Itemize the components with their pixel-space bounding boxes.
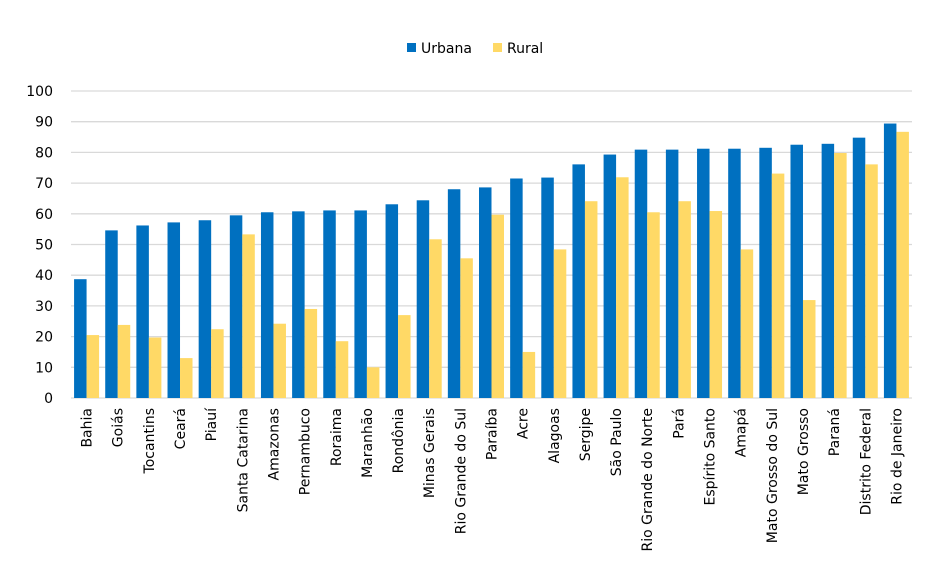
- x-tick-label: Amazonas: [266, 408, 282, 480]
- legend-label-urbana: Urbana: [421, 41, 472, 57]
- x-tick-label: Mato Grosso do Sul: [765, 408, 781, 543]
- x-tick-label: São Paulo: [609, 408, 625, 476]
- bar-urbana: [385, 204, 399, 398]
- bar-urbana: [759, 147, 772, 398]
- bar-urbana: [790, 144, 803, 398]
- bar-rural: [398, 315, 411, 398]
- bar-rural: [896, 131, 909, 398]
- x-tick-label: Tocantins: [142, 408, 158, 474]
- bar-rural: [553, 249, 567, 398]
- bar-rural: [740, 249, 754, 398]
- bar-urbana: [323, 210, 336, 398]
- bar-rural: [616, 177, 629, 398]
- bar-rural: [148, 337, 162, 398]
- bar-urbana: [167, 222, 181, 398]
- bar-rural: [865, 164, 878, 398]
- x-tick-label: Pernambuco: [298, 408, 314, 495]
- bar-rural: [335, 341, 349, 398]
- x-tick-label: Rio Grande do Sul: [453, 408, 469, 534]
- bar-rural: [273, 323, 286, 398]
- bar-urbana: [572, 164, 585, 398]
- bar-urbana: [447, 189, 461, 398]
- y-tick-label: 10: [35, 360, 53, 376]
- x-tick-label: Alagoas: [547, 408, 563, 463]
- bar-rural: [584, 201, 598, 398]
- bar-urbana: [634, 149, 648, 398]
- legend-swatch-urbana: [407, 43, 416, 52]
- bar-rural: [491, 214, 504, 398]
- x-tick-label: Paraná: [827, 408, 843, 456]
- bar-rural: [429, 239, 442, 398]
- y-tick-label: 100: [26, 84, 53, 100]
- bar-rural: [709, 211, 723, 398]
- x-tick-label: Amapá: [734, 408, 750, 457]
- x-tick-label: Goiás: [111, 408, 127, 447]
- x-tick-label: Sergipe: [578, 408, 594, 461]
- bar-urbana: [198, 220, 212, 398]
- y-tick-label: 0: [44, 391, 53, 407]
- bar-rural: [242, 234, 255, 398]
- y-tick-label: 20: [35, 330, 53, 346]
- bar-rural: [834, 153, 847, 398]
- y-tick-label: 60: [35, 207, 53, 223]
- x-tick-label: Piauí: [204, 407, 220, 441]
- y-tick-label: 90: [35, 115, 53, 131]
- bar-urbana: [852, 137, 866, 398]
- bar-urbana: [697, 148, 710, 398]
- x-tick-label: Espírito Santo: [703, 408, 719, 505]
- bar-rural: [304, 308, 318, 398]
- x-tick-label: Paraíba: [485, 408, 501, 460]
- bar-rural: [180, 358, 193, 398]
- bar-urbana: [292, 211, 305, 398]
- bar-urbana: [510, 178, 523, 398]
- bar-rural: [802, 300, 816, 398]
- bar-urbana: [665, 149, 679, 398]
- bar-urbana: [105, 230, 118, 398]
- legend-swatch-rural: [493, 43, 502, 52]
- bar-rural: [678, 201, 691, 398]
- bar-urbana: [479, 187, 492, 398]
- bar-rural: [117, 324, 131, 398]
- bar-rural: [211, 329, 224, 398]
- x-tick-label: Pará: [671, 408, 687, 439]
- x-tick-label: Rio de Janeiro: [889, 408, 905, 505]
- x-tick-label: Acre: [516, 408, 532, 439]
- bar-rural: [522, 351, 536, 398]
- x-tick-label: Rio Grande do Norte: [640, 408, 656, 551]
- x-tick-label: Minas Gerais: [422, 408, 438, 498]
- y-tick-label: 70: [35, 176, 53, 192]
- bar-rural: [647, 212, 660, 398]
- x-tick-label: Mato Grosso: [796, 408, 812, 495]
- bar-urbana: [728, 148, 741, 398]
- y-tick-label: 40: [35, 268, 53, 284]
- bar-urbana: [354, 210, 367, 398]
- x-tick-label: Ceará: [173, 408, 189, 449]
- x-tick-label: Santa Catarina: [235, 408, 251, 512]
- bar-rural: [460, 258, 473, 398]
- bar-urbana: [136, 225, 149, 398]
- bar-urbana: [74, 279, 87, 398]
- y-tick-label: 80: [35, 145, 53, 161]
- bar-urbana: [260, 212, 274, 398]
- bar-urbana: [821, 143, 835, 398]
- y-tick-label: 30: [35, 299, 53, 315]
- y-tick-label: 50: [35, 238, 53, 254]
- x-tick-label: Roraima: [329, 408, 345, 466]
- bar-rural: [771, 173, 785, 398]
- bar-rural: [366, 367, 380, 398]
- bar-urbana: [883, 123, 897, 399]
- x-tick-label: Rondônia: [391, 408, 407, 473]
- legend-label-rural: Rural: [507, 41, 543, 57]
- bar-urbana: [541, 177, 554, 398]
- x-tick-label: Distrito Federal: [858, 408, 874, 515]
- bar-urbana: [603, 154, 617, 398]
- x-tick-label: Maranhão: [360, 408, 376, 478]
- x-tick-label: Bahia: [80, 408, 96, 448]
- bar-urbana: [416, 200, 430, 398]
- bar-rural: [86, 335, 100, 398]
- bar-urbana: [229, 215, 243, 398]
